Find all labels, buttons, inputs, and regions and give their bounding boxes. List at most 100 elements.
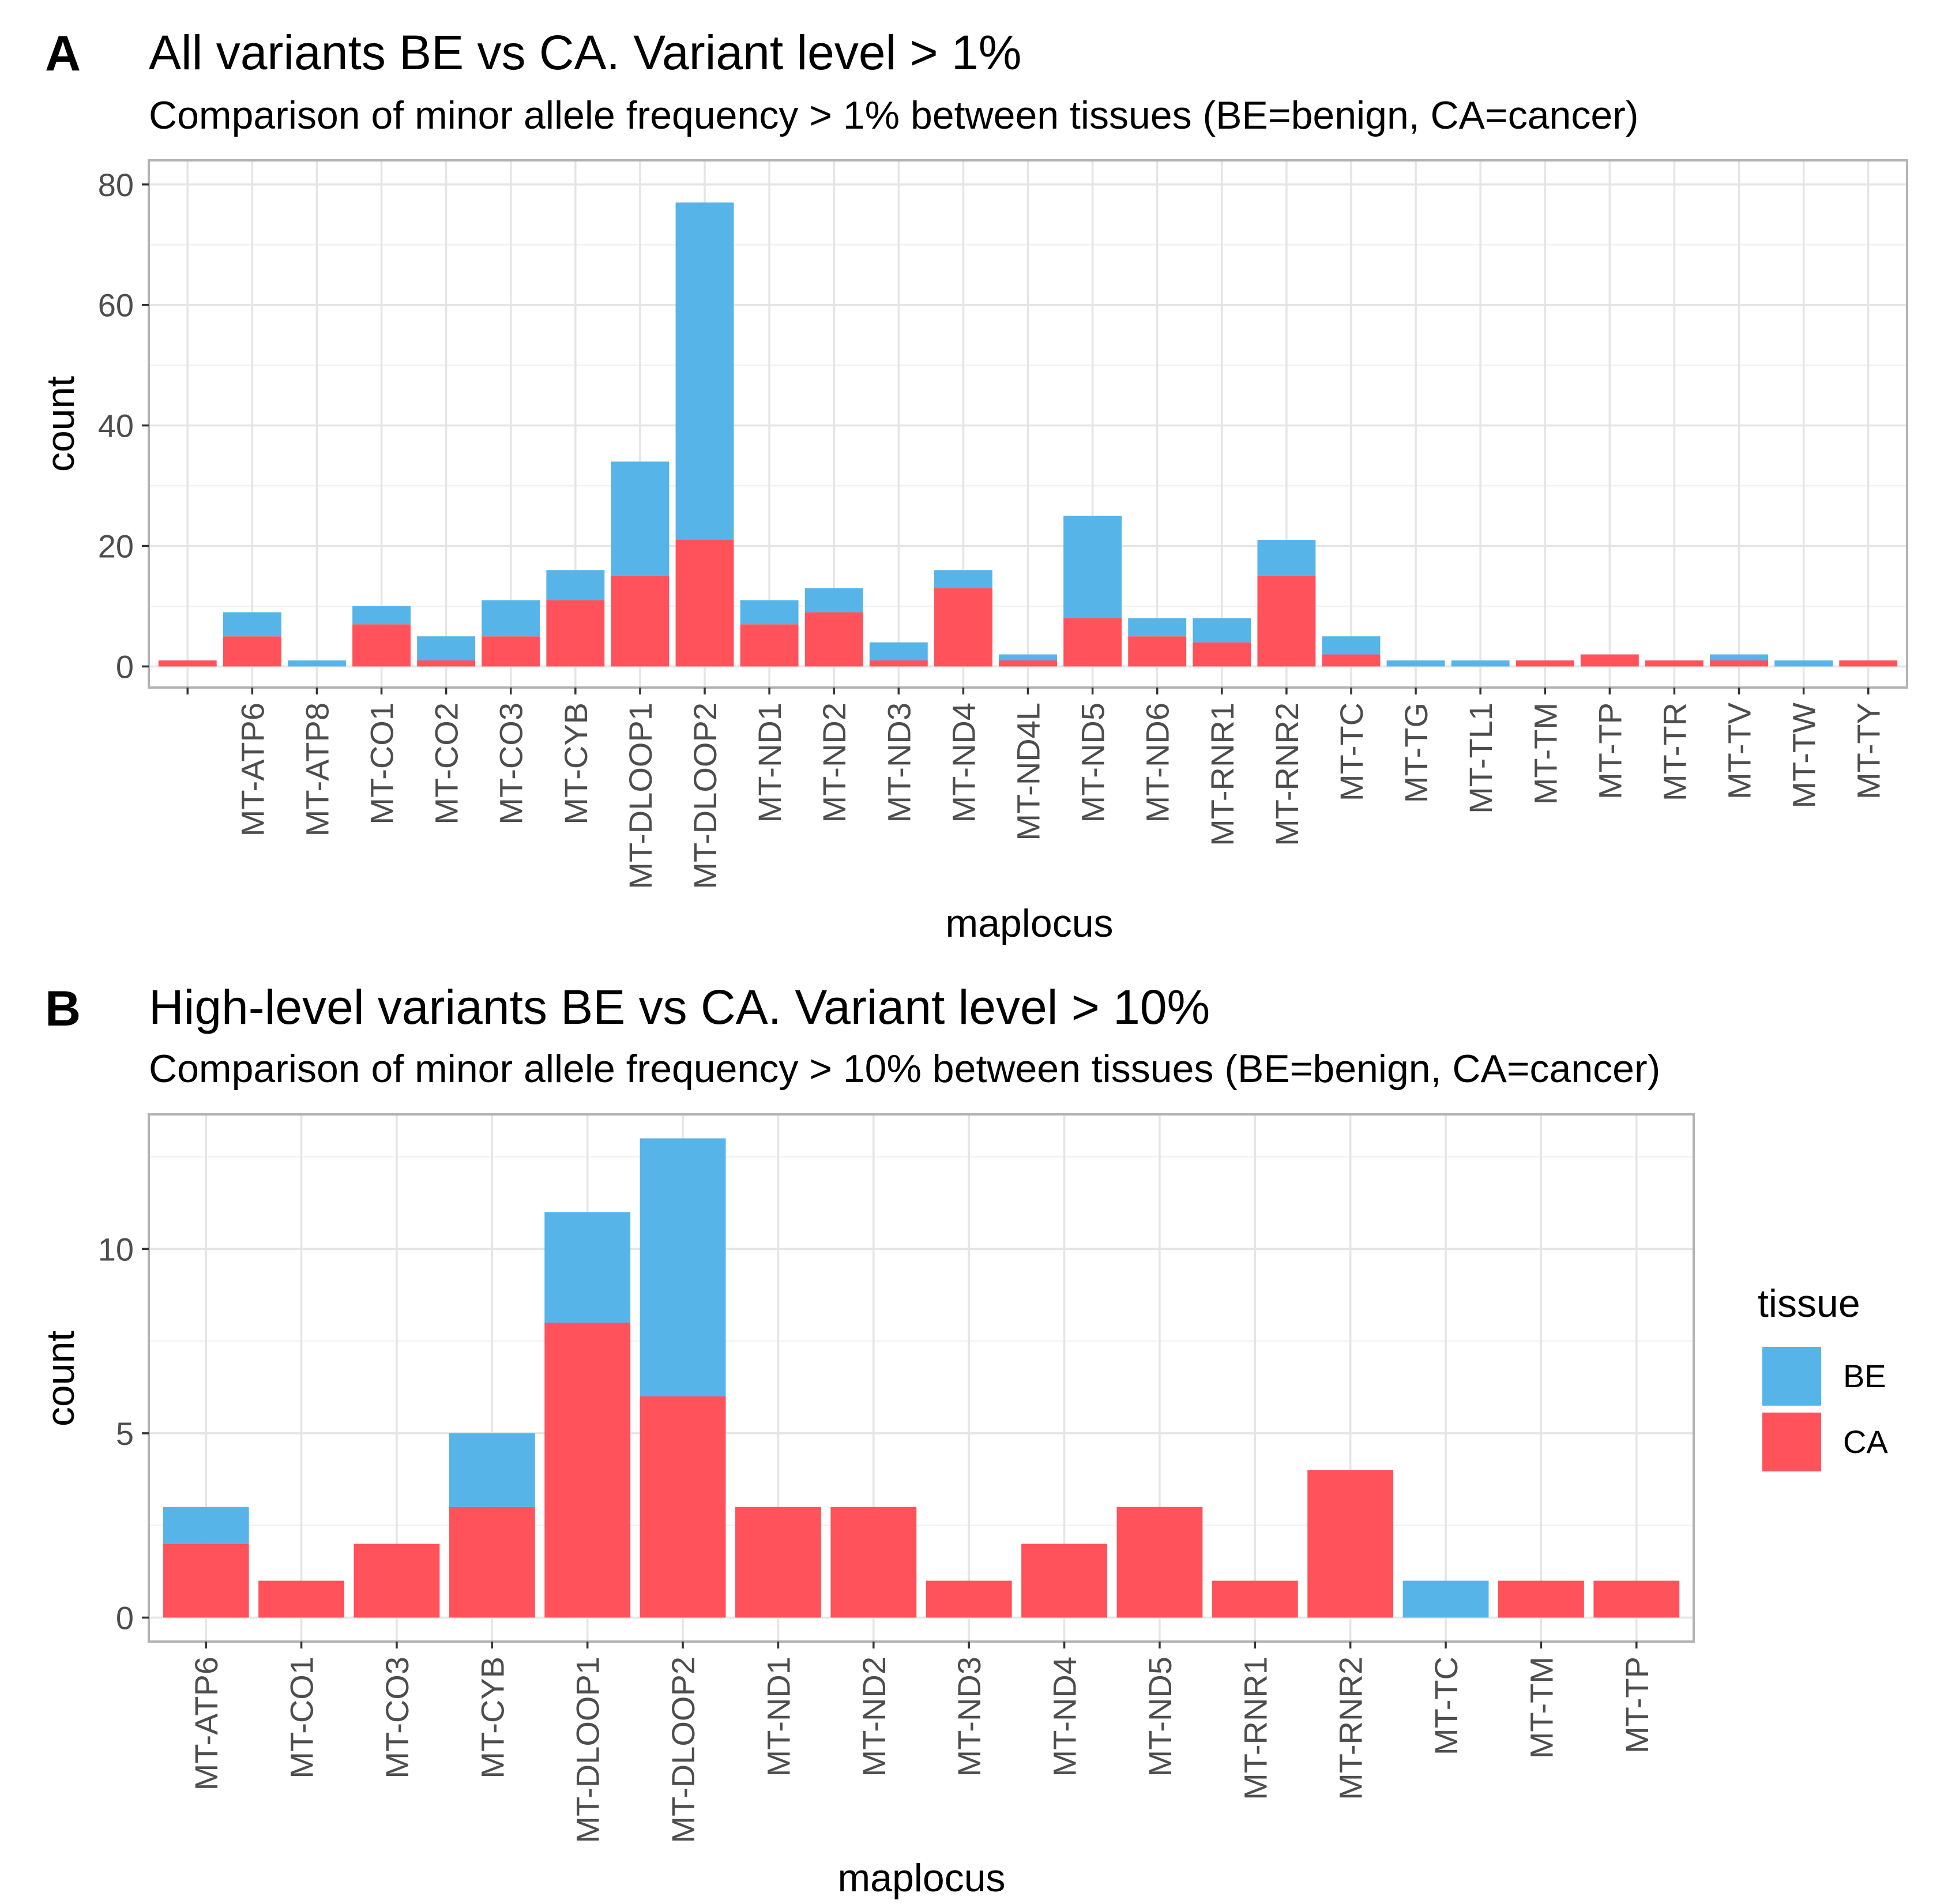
panel-a-y-axis-title: count bbox=[39, 376, 82, 472]
panel-b-bar-ca-mt-atp6 bbox=[163, 1544, 249, 1618]
panel-b-bar-ca-mt-nd5 bbox=[1116, 1507, 1203, 1618]
panel-a-x-tick-label: MT-TM bbox=[1527, 703, 1563, 805]
panel-b-x-tick-label: MT-CO1 bbox=[284, 1657, 320, 1779]
panel-a-bar-be-mt-cyb bbox=[546, 570, 605, 600]
panel-a-bar-be-mt-nd4l bbox=[999, 654, 1057, 660]
panel-b-x-tick-label: MT-TP bbox=[1619, 1657, 1655, 1753]
panel-a-x-tick-label: MT-ND4 bbox=[945, 703, 981, 823]
panel-a-bar-ca-mt-nd4l bbox=[999, 660, 1057, 667]
panel-b-bar-ca-mt-nd3 bbox=[926, 1580, 1012, 1618]
panel-a-bar-be-mt-tv bbox=[1710, 654, 1768, 660]
panel-b-x-tick-label: MT-RNR1 bbox=[1237, 1657, 1273, 1800]
panel-a-x-tick-label: MT-TL1 bbox=[1462, 703, 1499, 814]
legend-swatch-ca bbox=[1762, 1413, 1821, 1471]
panel-a-bar-ca-mt-tc bbox=[1322, 654, 1381, 667]
panel-a-x-tick-label: MT-ND2 bbox=[816, 703, 852, 823]
panel-a-bar-be-mt-nd2 bbox=[804, 588, 863, 613]
panel-b-panel-border bbox=[148, 1113, 1695, 1643]
panel-b-x-tick-label: MT-ND3 bbox=[951, 1657, 987, 1777]
panel-b-bar-be-mt-dloop2 bbox=[640, 1138, 726, 1396]
panel-b-x-tick-label: MT-ATP6 bbox=[188, 1657, 224, 1790]
panel-b-subtitle: Comparison of minor allele frequency > 1… bbox=[149, 1047, 1660, 1091]
legend-title: tissue bbox=[1758, 1282, 1860, 1325]
panel-a-bar-ca-mt-tr bbox=[1645, 660, 1703, 667]
panel-b: B High-level variants BE vs CA. Variant … bbox=[39, 980, 1888, 1900]
panel-b-bar-ca-mt-co3 bbox=[354, 1544, 440, 1618]
panel-a-x-tick-label: MT-CO3 bbox=[493, 703, 529, 825]
panel-b-bar-be-mt-dloop1 bbox=[544, 1212, 631, 1323]
panel-a: A All variants BE vs CA. Variant level >… bbox=[39, 25, 1908, 945]
panel-a-x-tick-label: MT-CO2 bbox=[428, 703, 465, 825]
panel-a-bar-ca-mt-ty bbox=[1839, 660, 1898, 667]
panel-a-bar-ca-mt-nd4 bbox=[934, 588, 992, 667]
panel-a-y-tick-label: 80 bbox=[98, 167, 134, 203]
panel-b-x-tick-label: MT-DLOOP1 bbox=[570, 1657, 606, 1843]
panel-b-x-tick-label: MT-ND2 bbox=[856, 1657, 892, 1777]
panel-b-x-tick-label: MT-TC bbox=[1428, 1657, 1464, 1755]
panel-b-y-tick-label: 10 bbox=[98, 1231, 134, 1267]
panel-a-subtitle: Comparison of minor allele frequency > 1… bbox=[149, 93, 1638, 137]
panel-a-bar-ca-mt-nd2 bbox=[804, 612, 863, 667]
panel-a-x-tick-label: MT-ND5 bbox=[1075, 703, 1111, 823]
legend-label-be: BE bbox=[1843, 1358, 1886, 1394]
panel-b-letter: B bbox=[45, 981, 81, 1037]
panel-a-x-tick-label: MT-TW bbox=[1786, 703, 1822, 809]
panel-a-bar-ca-mt-nd5 bbox=[1063, 618, 1122, 667]
panel-a-bar-be-mt-dloop1 bbox=[611, 461, 670, 576]
panel-a-x-tick-label: MT-RNR2 bbox=[1269, 703, 1305, 846]
panel-b-y-axis-title: count bbox=[39, 1331, 82, 1426]
panel-a-x-tick-label: MT-TP bbox=[1592, 703, 1628, 799]
panel-b-bar-ca-mt-co1 bbox=[258, 1580, 345, 1618]
panel-b-x-tick-label: MT-TM bbox=[1523, 1657, 1559, 1759]
panel-a-bar-be-mt-atp8 bbox=[288, 660, 346, 667]
panel-a-bar-ca-mt-tp bbox=[1580, 654, 1639, 667]
panel-a-bar-be-mt-tc bbox=[1322, 636, 1381, 655]
panel-a-x-tick-label: MT-TG bbox=[1398, 703, 1434, 803]
panel-a-x-tick-label: MT-ND1 bbox=[751, 703, 788, 823]
panel-b-bar-ca-mt-cyb bbox=[449, 1507, 535, 1618]
panel-a-bar-be-mt-co1 bbox=[352, 606, 411, 625]
panel-a-bar-be-mt-tl1 bbox=[1451, 660, 1510, 667]
panel-a-bar-ca-mt-atp6 bbox=[223, 636, 281, 667]
panel-b-bar-ca-mt-dloop1 bbox=[544, 1323, 631, 1618]
legend: tissue BE CA bbox=[1758, 1282, 1888, 1471]
panel-a-y-tick-label: 60 bbox=[98, 287, 134, 324]
panel-a-bar-ca-mt-dloop2 bbox=[675, 540, 734, 667]
panel-a-bar-be-mt-nd1 bbox=[740, 600, 799, 625]
panel-b-x-tick-label: MT-ND4 bbox=[1047, 1657, 1083, 1777]
panel-b-y-tick-label: 0 bbox=[116, 1599, 134, 1636]
panel-a-bar-ca-mt-tm bbox=[1515, 660, 1574, 667]
panel-a-x-tick-label: MT-ND3 bbox=[881, 703, 917, 823]
panel-a-letter: A bbox=[45, 26, 81, 81]
panel-a-bar-be-mt-nd6 bbox=[1128, 618, 1187, 637]
panel-a-y-tick-label: 40 bbox=[98, 408, 134, 444]
panel-b-bar-ca-mt-nd4 bbox=[1021, 1544, 1107, 1618]
panel-b-bar-ca-mt-dloop2 bbox=[640, 1396, 726, 1618]
panel-a-y-tick-label: 0 bbox=[116, 648, 134, 685]
panel-a-bar-ca-mt-tv bbox=[1710, 660, 1768, 667]
panel-a-bar-be-mt-co3 bbox=[482, 600, 540, 637]
panel-b-x-axis-title: maplocus bbox=[837, 1856, 1005, 1900]
panel-a-bar-be-mt-tg bbox=[1386, 660, 1445, 667]
panel-a-bar-be-mt-rnr1 bbox=[1193, 618, 1251, 643]
panel-a-bar-be-mt-rnr2 bbox=[1257, 540, 1316, 576]
panel-a-bar-ca-mt-co2 bbox=[417, 660, 476, 667]
panel-b-bar-ca-mt-tp bbox=[1593, 1580, 1680, 1618]
panel-a-x-axis-title: maplocus bbox=[945, 902, 1113, 945]
panel-b-title: High-level variants BE vs CA. Variant le… bbox=[149, 980, 1210, 1034]
panel-b-bar-be-mt-atp6 bbox=[163, 1507, 249, 1544]
panel-a-x-tick-label: MT-TY bbox=[1851, 703, 1887, 799]
panel-a-x-tick-label: MT-TV bbox=[1721, 702, 1758, 799]
panel-a-x-tick-label: MT-TC bbox=[1333, 703, 1370, 801]
panel-a-x-tick-label: MT-CYB bbox=[558, 703, 594, 825]
panel-a-x-tick-label: MT-DLOOP2 bbox=[687, 703, 723, 889]
panel-b-bar-ca-mt-tm bbox=[1498, 1580, 1584, 1618]
panel-a-bar-ca-mt-co1 bbox=[352, 624, 411, 667]
panel-b-bar-ca-mt-rnr1 bbox=[1212, 1580, 1298, 1618]
panel-a-x-tick-label: MT-DLOOP1 bbox=[622, 703, 659, 889]
panel-a-x-tick-label: MT-ATP6 bbox=[234, 703, 270, 836]
panel-a-bar-ca-mt-nd1 bbox=[740, 624, 799, 667]
panel-a-x-tick-label: MT-ND6 bbox=[1140, 703, 1176, 823]
panel-a-bar-ca-mt-nd3 bbox=[869, 660, 928, 667]
